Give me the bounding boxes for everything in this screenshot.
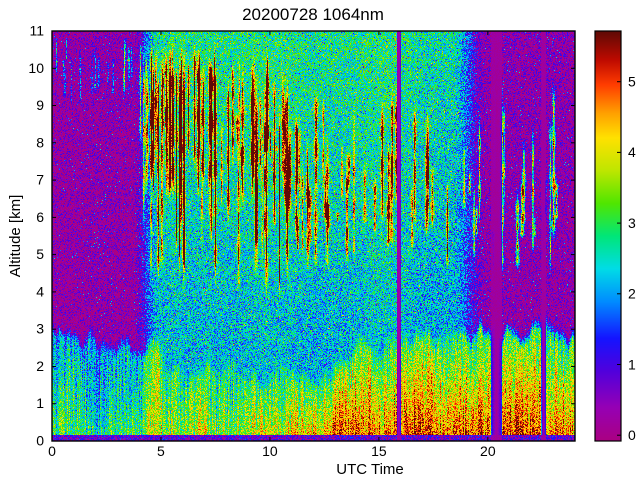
svg-text:9: 9 <box>36 97 44 113</box>
svg-text:7: 7 <box>36 172 44 188</box>
svg-text:15: 15 <box>371 443 387 459</box>
svg-text:Altitude [km]: Altitude [km] <box>7 195 24 278</box>
svg-text:5: 5 <box>157 443 165 459</box>
svg-text:10: 10 <box>262 443 278 459</box>
svg-text:3: 3 <box>628 215 636 231</box>
svg-text:5: 5 <box>628 74 636 90</box>
svg-text:10: 10 <box>28 60 44 76</box>
svg-text:UTC Time: UTC Time <box>336 461 404 478</box>
svg-text:20: 20 <box>480 443 496 459</box>
svg-text:0: 0 <box>36 433 44 449</box>
svg-text:0: 0 <box>628 427 636 443</box>
svg-text:1: 1 <box>628 356 636 372</box>
svg-text:5: 5 <box>36 246 44 262</box>
svg-text:3: 3 <box>36 321 44 337</box>
svg-text:11: 11 <box>29 23 44 39</box>
svg-text:2: 2 <box>36 358 44 374</box>
svg-text:1: 1 <box>36 395 44 411</box>
svg-text:4: 4 <box>628 144 636 160</box>
svg-text:8: 8 <box>36 134 44 150</box>
svg-text:4: 4 <box>36 283 44 299</box>
svg-text:6: 6 <box>36 209 44 225</box>
svg-text:20200728 1064nm: 20200728 1064nm <box>242 5 384 24</box>
svg-text:2: 2 <box>628 286 636 302</box>
svg-text:0: 0 <box>48 443 56 459</box>
